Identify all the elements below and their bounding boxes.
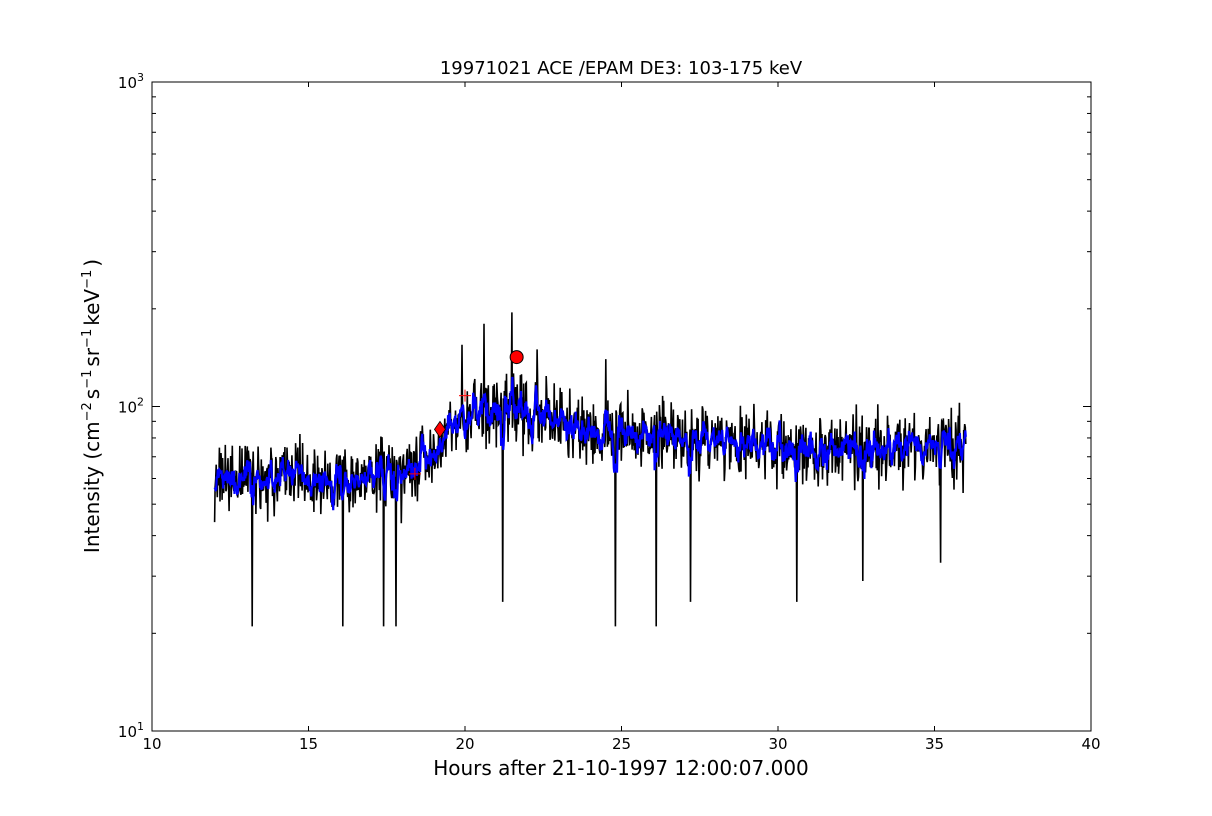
series-layer: [213, 312, 967, 627]
series-line-raw: [213, 312, 967, 627]
y-axis-label-sr: sr: [80, 347, 104, 366]
marker-diamond: [433, 420, 446, 439]
y-axis-label-exp2: −1: [80, 370, 95, 389]
x-tick-label: 20: [455, 735, 474, 753]
y-axis-label-exp3: −1: [80, 329, 95, 348]
y-axis-label-exp1: −2: [80, 402, 95, 421]
y-tick-label: 102: [118, 396, 144, 417]
x-tick-label: 40: [1081, 735, 1100, 753]
y-axis-label: Intensity (cm−2s−1sr−1keV−1): [80, 259, 104, 553]
x-axis-label: Hours after 21-10-1997 12:00:07.000: [433, 756, 809, 780]
y-axis-label-s: s: [80, 389, 104, 399]
x-tick-label: 30: [768, 735, 787, 753]
y-tick-label: 101: [118, 720, 144, 741]
y-tick-label: 103: [118, 71, 144, 92]
chart-title: 19971021 ACE /EPAM DE3: 103-175 keV: [440, 58, 803, 79]
x-tick-label: 15: [299, 735, 318, 753]
x-tick-labels: 10 15 20 25 30 35 40: [142, 735, 1100, 753]
x-tick-label: 10: [142, 735, 161, 753]
y-axis-label-kev: keV: [80, 289, 104, 326]
y-axis-label-exp4: −1: [80, 270, 95, 289]
x-tick-label: 25: [612, 735, 631, 753]
tick-layer: [151, 81, 1092, 732]
marker-circle: [509, 350, 524, 365]
marker-layer: [408, 350, 524, 480]
series-line-smoothed: [213, 376, 967, 511]
y-axis-label-suffix: ): [80, 259, 104, 267]
marker-plus: [408, 467, 421, 480]
y-tick-labels: 101 102 103: [118, 71, 144, 741]
x-tick-label: 35: [925, 735, 944, 753]
marker-plus: [459, 389, 471, 402]
y-axis-label-prefix: Intensity (cm: [80, 421, 104, 553]
